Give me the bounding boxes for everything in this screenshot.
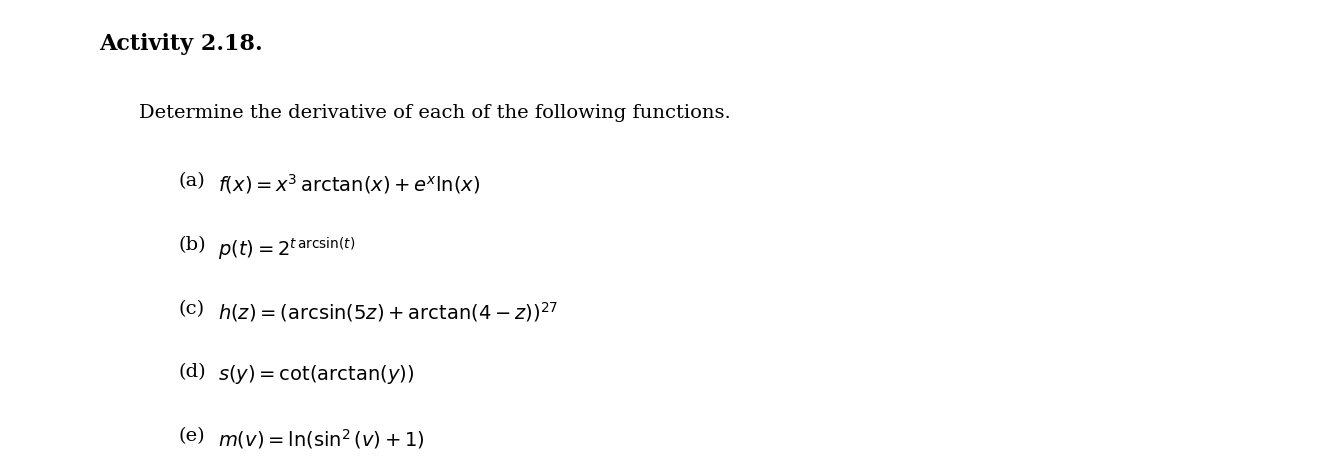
Text: $p(t) = 2^{t\,\mathrm{arcsin}(t)}$: $p(t) = 2^{t\,\mathrm{arcsin}(t)}$ [218,236,356,263]
Text: $f(x) = x^3\,\mathrm{arctan}(x) + e^x\ln(x)$: $f(x) = x^3\,\mathrm{arctan}(x) + e^x\ln… [218,172,481,196]
Text: (d): (d) [179,363,207,381]
Text: (e): (e) [179,427,205,445]
Text: Activity 2.18.: Activity 2.18. [99,33,263,55]
Text: (b): (b) [179,236,207,254]
Text: (a): (a) [179,172,205,190]
Text: (c): (c) [179,300,205,318]
Text: $h(z) = (\mathrm{arcsin}(5z) + \mathrm{arctan}(4 - z))^{27}$: $h(z) = (\mathrm{arcsin}(5z) + \mathrm{a… [218,300,559,324]
Text: $s(y) = \cot(\mathrm{arctan}(y))$: $s(y) = \cot(\mathrm{arctan}(y))$ [218,363,414,387]
Text: Determine the derivative of each of the following functions.: Determine the derivative of each of the … [139,104,731,122]
Text: $m(v) = \ln(\sin^2(v) + 1)$: $m(v) = \ln(\sin^2(v) + 1)$ [218,427,425,451]
